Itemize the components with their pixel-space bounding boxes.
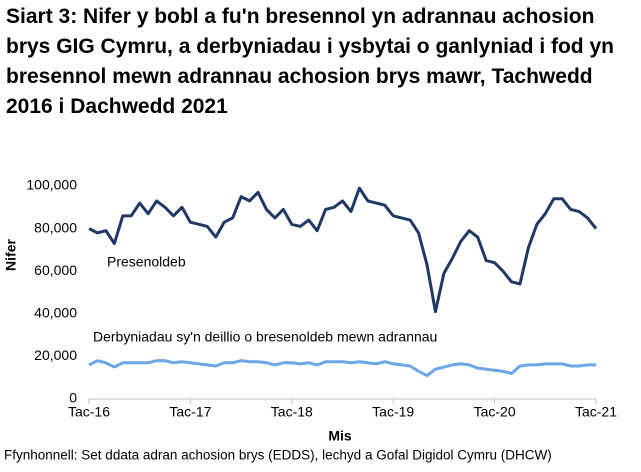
- data-line: [88, 359, 596, 378]
- y-tick-label: 20,000: [34, 347, 77, 363]
- source-note: Ffynhonnell: Set ddata adran achosion br…: [4, 448, 552, 463]
- y-axis-label: Nifer: [3, 239, 19, 271]
- x-tick-label: Tac-21: [575, 404, 617, 420]
- x-tick-label: Tac-17: [169, 404, 211, 420]
- y-tick-label: 100,000: [26, 177, 77, 193]
- series-label: Derbyniadau sy'n deillio o bresenoldeb m…: [93, 329, 437, 345]
- y-tick-label: 0: [69, 390, 77, 406]
- y-tick-label: 80,000: [34, 219, 77, 235]
- x-axis-label: Mis: [328, 428, 352, 444]
- y-tick-label: 40,000: [34, 305, 77, 321]
- chart-title: Siart 3: Nifer y bobl a fu'n bresennol y…: [6, 5, 614, 118]
- x-tick-label: Tac-19: [372, 404, 414, 420]
- x-tick-label: Tac-20: [474, 404, 516, 420]
- y-tick-label: 60,000: [34, 262, 77, 278]
- x-tick-label: Tac-16: [68, 404, 110, 420]
- x-tick-label: Tac-18: [271, 404, 313, 420]
- series-label: Presenoldeb: [107, 254, 186, 270]
- data-line: [88, 186, 598, 314]
